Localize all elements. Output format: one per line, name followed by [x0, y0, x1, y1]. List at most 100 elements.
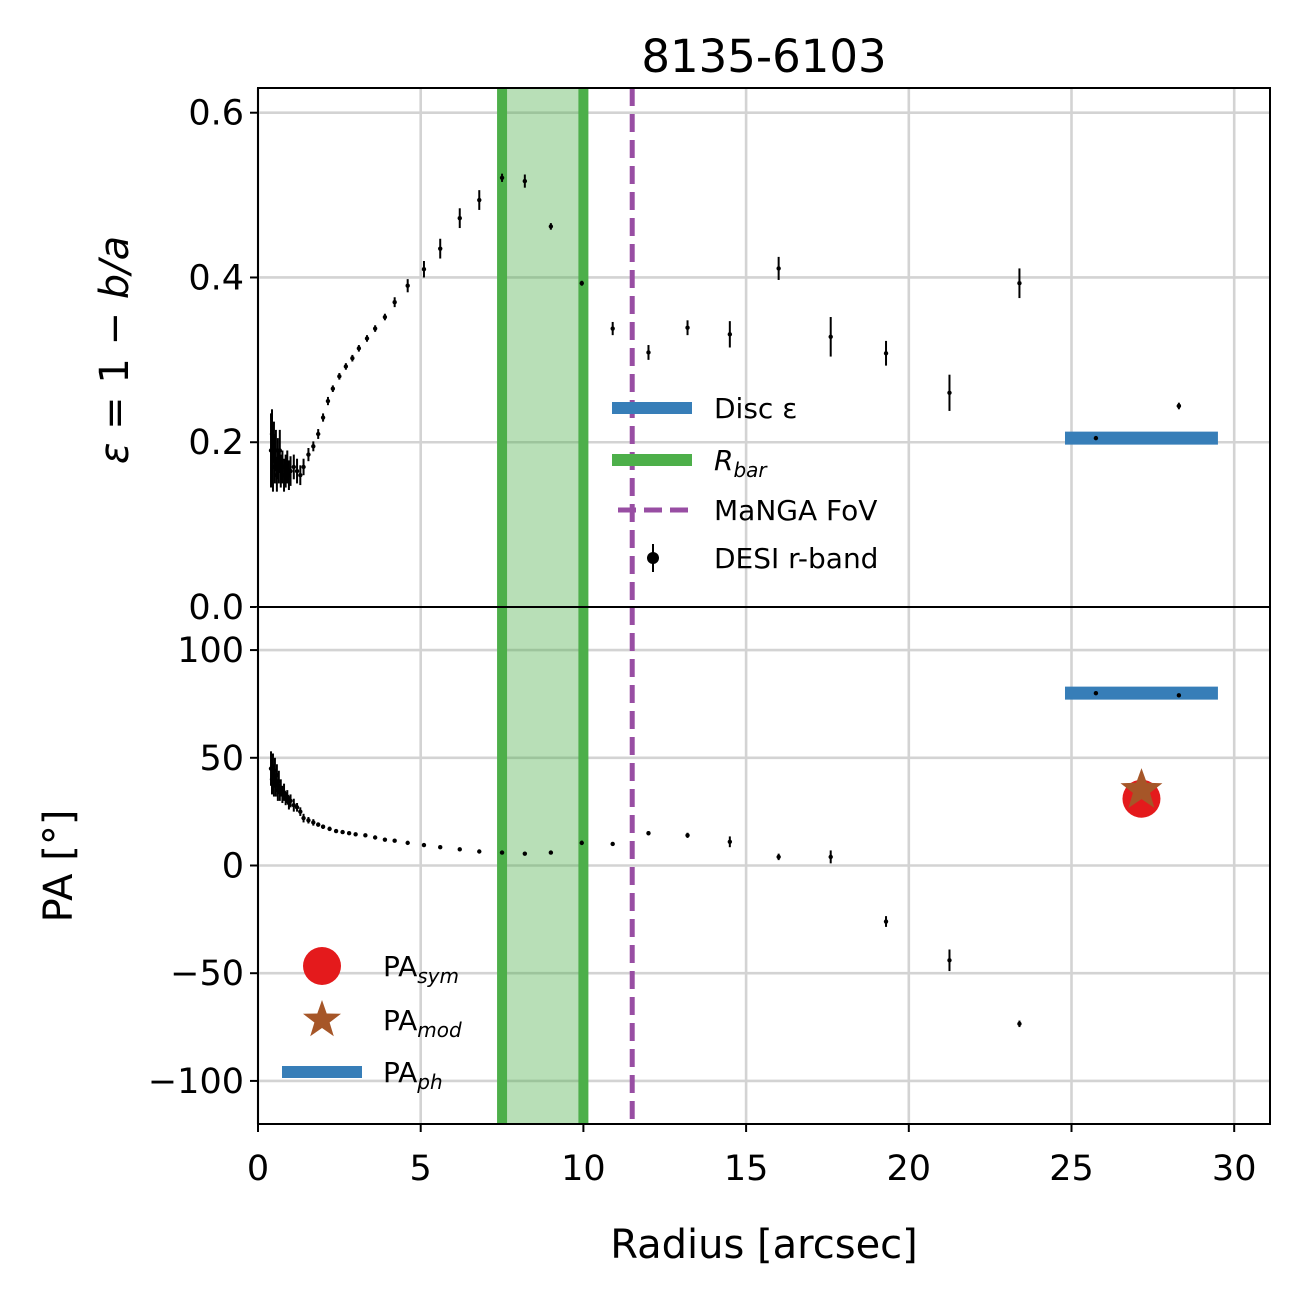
- legend-star-handle: [303, 1000, 341, 1037]
- data-point: [610, 326, 615, 331]
- data-point: [438, 246, 443, 251]
- top-panel: 0.0 0.2 0.4 0.6: [188, 87, 1271, 628]
- y-tick-label: 0.2: [188, 423, 244, 463]
- data-point: [727, 839, 733, 845]
- data-point: [382, 314, 388, 320]
- data-point: [330, 386, 336, 391]
- data-point: [579, 840, 584, 846]
- data-point: [477, 197, 482, 203]
- data-point: [327, 826, 332, 832]
- legend-label: PAsym: [383, 950, 459, 988]
- data-point: [392, 838, 397, 843]
- bottom-panel: −100 −50 0 50 100 0 5 10 15 20 25 30: [148, 606, 1271, 1189]
- data-point: [727, 332, 733, 337]
- data-point: [343, 364, 349, 369]
- data-point: [1093, 435, 1099, 441]
- data-point: [298, 472, 303, 478]
- data-point: [315, 431, 321, 437]
- bar-region-band: [502, 88, 584, 607]
- data-point: [438, 844, 443, 850]
- x-axis-label: Radius [arcsec]: [610, 1222, 918, 1268]
- data-point: [947, 390, 952, 396]
- legend-label: Rbar: [714, 444, 768, 482]
- data-point: [610, 841, 615, 847]
- data-point: [320, 415, 326, 420]
- data-point: [776, 854, 781, 860]
- data-point: [372, 835, 378, 840]
- data-point: [294, 468, 300, 474]
- data-point: [311, 444, 316, 449]
- x-tick-label: 10: [561, 1149, 606, 1189]
- data-point: [1176, 403, 1182, 409]
- x-tick-label: 30: [1212, 1149, 1257, 1189]
- y-tick-label: 0: [222, 847, 244, 887]
- legend-label: PAph: [383, 1056, 443, 1094]
- data-point: [522, 851, 528, 856]
- bottom-legend: PAsym PAmod PAph: [282, 947, 462, 1094]
- x-tick-label: 25: [1049, 1149, 1094, 1189]
- data-point: [301, 815, 306, 821]
- data-point: [340, 829, 345, 835]
- data-point: [883, 351, 889, 356]
- axes-frame: [257, 87, 1271, 608]
- data-point: [405, 283, 410, 288]
- legend-point-handle: [647, 552, 659, 564]
- data-point: [522, 178, 528, 184]
- pa-mod-marker: [1120, 768, 1163, 808]
- bar-region-band: [502, 607, 584, 1124]
- data-point: [288, 798, 293, 804]
- top-legend: Disc ε Rbar MaNGA FoV DESI r-band: [612, 392, 878, 575]
- bottom-y-axis-label: PA [°]: [36, 810, 82, 923]
- data-point: [294, 805, 300, 810]
- data-point: [646, 830, 651, 836]
- data-point: [372, 326, 378, 331]
- y-tick-label: −100: [148, 1062, 244, 1102]
- data-point: [364, 336, 370, 341]
- data-point: [947, 958, 952, 963]
- legend-label: MaNGA FoV: [714, 494, 877, 527]
- y-tick-label: −50: [170, 954, 244, 994]
- data-point: [353, 832, 358, 837]
- data-point: [548, 850, 554, 855]
- y-tick-label: 0.4: [188, 258, 244, 298]
- data-point: [405, 840, 410, 846]
- data-point: [298, 809, 303, 814]
- data-point: [685, 325, 690, 330]
- y-tick-label: 0.6: [188, 94, 244, 134]
- data-point: [320, 824, 326, 829]
- y-tick-label: 0.0: [188, 588, 244, 628]
- data-point: [277, 448, 283, 453]
- top-y-axis-label: ε = 1 − b/a: [92, 236, 138, 464]
- x-tick-label: 20: [887, 1149, 932, 1189]
- data-point: [306, 818, 311, 823]
- epsilon-symbol: ε: [92, 443, 138, 465]
- data-point: [350, 356, 355, 361]
- data-point: [291, 464, 296, 470]
- data-point: [499, 850, 505, 855]
- axes-frame: [257, 606, 1271, 1125]
- data-point: [382, 837, 388, 842]
- y-tick-label: 100: [177, 631, 244, 671]
- data-point: [306, 452, 311, 457]
- legend-label: DESI r-band: [714, 542, 878, 575]
- data-point: [325, 398, 331, 404]
- data-point: [883, 919, 889, 924]
- legend-circle-handle: [303, 947, 341, 985]
- data-point: [477, 849, 482, 854]
- data-point: [548, 224, 554, 229]
- x-tick-label: 5: [410, 1149, 432, 1189]
- x-tick-label: 0: [247, 1149, 269, 1189]
- data-point: [346, 830, 352, 836]
- data-point: [363, 833, 368, 838]
- data-point: [646, 350, 651, 355]
- data-point: [685, 833, 690, 838]
- ylabel-equals: = 1 −: [92, 299, 138, 442]
- data-point: [301, 464, 306, 470]
- data-point: [1176, 693, 1182, 698]
- data-point: [828, 854, 833, 860]
- data-point: [1017, 281, 1022, 286]
- data-point: [457, 847, 462, 852]
- legend-label: PAmod: [383, 1004, 462, 1042]
- data-point: [337, 374, 342, 379]
